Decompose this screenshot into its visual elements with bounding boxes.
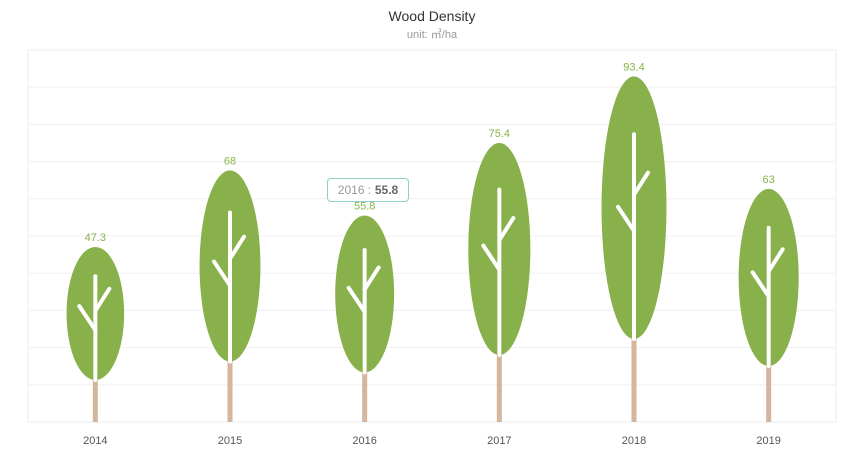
tree-branch — [212, 259, 232, 288]
data-label: 93.4 — [623, 61, 644, 73]
tree-trunk — [766, 364, 772, 422]
tree-branch — [362, 265, 381, 292]
x-tick-label: 2019 — [756, 435, 780, 447]
x-tick-label: 2018 — [622, 435, 646, 447]
x-tick-label: 2017 — [487, 435, 511, 447]
x-tick-label: 2016 — [352, 435, 376, 447]
tree-branch — [632, 170, 650, 197]
data-label: 75.4 — [489, 128, 510, 140]
data-label: 47.3 — [85, 232, 106, 244]
tree-trunk — [496, 353, 502, 422]
tree-branch — [481, 243, 502, 272]
x-axis-ticks: 2014 2015 2016 2017 2018 2019 — [83, 435, 781, 447]
tree-trunk — [362, 370, 368, 422]
tree-branch — [497, 216, 516, 243]
tree-branch — [228, 234, 246, 261]
x-tick-label: 2015 — [218, 435, 242, 447]
tree-branch — [77, 304, 98, 333]
tree-bar — [468, 143, 531, 422]
tooltip-separator: : — [367, 183, 371, 197]
tree-bar — [66, 246, 125, 422]
chart-title: Wood Density — [389, 8, 476, 24]
chart-subtitle: unit: ㎥/ha — [407, 28, 458, 41]
tree-branch — [346, 285, 367, 314]
tree-branch — [750, 270, 771, 299]
tree-trunk — [631, 337, 637, 422]
tree-trunk — [92, 377, 98, 422]
tree-branch — [93, 286, 112, 313]
tree-branch — [766, 247, 785, 274]
tree-trunk — [227, 359, 233, 422]
tree-bar — [738, 188, 799, 422]
tree-bar — [199, 170, 261, 422]
grid-lines — [28, 86, 836, 386]
data-label: 63 — [763, 174, 775, 186]
tree-bars — [66, 76, 799, 422]
tree-bar — [335, 215, 395, 422]
tree-bar — [601, 76, 667, 422]
hover-tooltip: 2016 : 55.8 — [327, 178, 409, 202]
data-labels: 47.3 68 55.8 75.4 93.4 63 — [85, 61, 775, 244]
tooltip-value: 55.8 — [374, 183, 399, 197]
data-label: 55.8 — [354, 201, 375, 213]
x-tick-label: 2014 — [83, 435, 107, 447]
tree-branch — [616, 204, 636, 233]
tooltip-category: 2016 — [337, 183, 365, 197]
data-label: 68 — [224, 155, 236, 167]
